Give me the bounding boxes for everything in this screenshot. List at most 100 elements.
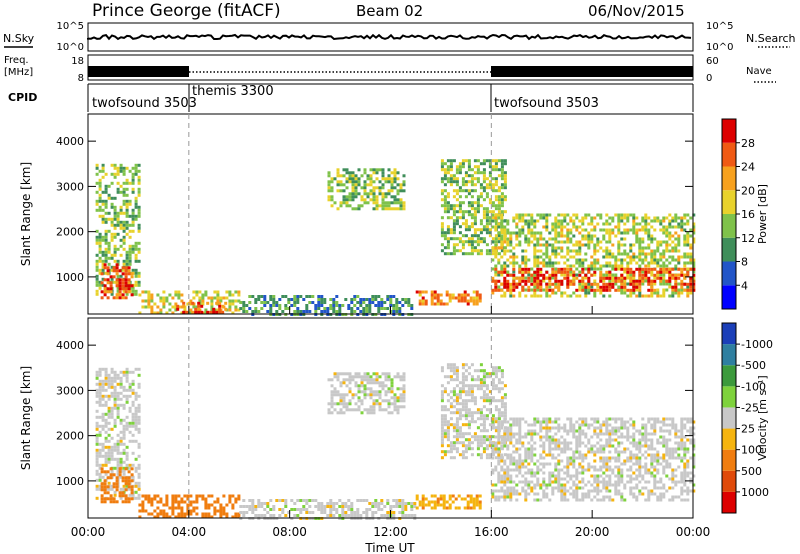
data-cell-8	[539, 237, 543, 241]
data-cell-8	[608, 252, 612, 256]
data-cell-0	[128, 439, 132, 443]
data-cell-2	[189, 494, 193, 498]
data-cell-6	[458, 411, 462, 415]
sky-panel-frame	[87, 22, 694, 52]
data-cell-9	[671, 276, 675, 280]
data-cell-8	[689, 243, 693, 247]
data-cell-4	[336, 393, 340, 397]
data-cell-0	[119, 439, 123, 443]
data-cell-8	[569, 228, 573, 232]
data-cell-7	[602, 465, 606, 469]
data-cell-8	[554, 267, 558, 271]
data-cell-6	[497, 366, 501, 370]
data-cell-6	[500, 411, 504, 415]
data-cell-8	[554, 225, 558, 229]
data-cell-5	[421, 503, 425, 507]
data-cell-7	[494, 162, 498, 166]
data-cell-7	[530, 432, 534, 436]
data-cell-4	[372, 402, 376, 406]
data-cell-0	[131, 208, 135, 212]
data-cell-1	[106, 497, 110, 501]
data-cell-0	[116, 406, 120, 410]
data-cell-4	[390, 396, 394, 400]
data-cell-7	[515, 474, 519, 478]
data-cell-8	[572, 219, 576, 223]
data-cell-8	[674, 291, 678, 295]
data-cell-3	[338, 505, 342, 508]
data-cell-3	[305, 502, 309, 505]
data-cell-0	[128, 169, 132, 173]
data-cell-6	[446, 375, 450, 379]
data-cell-8	[494, 216, 498, 220]
data-cell-7	[605, 480, 609, 484]
data-cell-8	[515, 225, 519, 229]
data-cell-8	[656, 294, 660, 298]
data-cell-5	[375, 201, 379, 205]
data-cell-8	[518, 264, 522, 268]
data-cell-7	[479, 195, 483, 199]
data-cell-6	[461, 441, 465, 445]
data-cell-1	[130, 284, 134, 288]
data-cell-7	[458, 171, 462, 175]
data-cell-8	[506, 237, 510, 241]
data-cell-8	[506, 240, 510, 244]
data-cell-8	[635, 237, 639, 241]
data-cell-6	[494, 417, 498, 421]
data-cell-5	[381, 201, 385, 205]
data-cell-0	[98, 178, 102, 182]
data-cell-3	[290, 499, 294, 502]
data-cell-9	[680, 270, 684, 274]
data-cell-7	[524, 420, 528, 424]
colorbar-swatch-4	[722, 190, 736, 214]
data-cell-7	[530, 444, 534, 448]
data-cell-4	[407, 298, 411, 301]
data-cell-0	[110, 436, 114, 440]
data-cell-6	[455, 438, 459, 442]
data-cell-9	[659, 279, 663, 283]
data-cell-8	[536, 219, 540, 223]
data-cell-0	[110, 235, 114, 239]
data-cell-8	[497, 225, 501, 229]
data-cell-3	[191, 301, 195, 305]
data-cell-7	[509, 474, 513, 478]
data-cell-5	[393, 177, 397, 181]
data-cell-8	[509, 234, 513, 238]
data-cell-6	[479, 444, 483, 448]
data-cell-8	[650, 252, 654, 256]
data-cell-7	[506, 456, 510, 460]
data-cell-7	[518, 456, 522, 460]
data-cell-3	[350, 508, 354, 511]
data-cell-6	[482, 378, 486, 382]
data-cell-9	[641, 279, 645, 283]
data-cell-0	[137, 205, 141, 209]
data-cell-3	[293, 508, 297, 511]
data-cell-6	[446, 444, 450, 448]
data-cell-5	[475, 497, 479, 501]
data-cell-2	[189, 311, 193, 315]
data-cell-7	[500, 162, 504, 166]
data-cell-8	[599, 216, 603, 220]
data-cell-8	[503, 294, 507, 298]
data-cell-0	[122, 220, 126, 224]
data-cell-4	[339, 393, 343, 397]
data-cell-4	[354, 381, 358, 385]
data-cell-4	[272, 295, 276, 298]
data-cell-8	[683, 237, 687, 241]
data-cell-8	[500, 264, 504, 268]
data-cell-0	[134, 409, 138, 413]
data-cell-7	[596, 483, 600, 487]
data-cell-2	[237, 497, 241, 501]
data-cell-5	[424, 503, 428, 507]
data-cell-4	[368, 304, 372, 307]
data-cell-9	[575, 276, 579, 280]
data-cell-0	[116, 274, 120, 278]
data-cell-5	[472, 497, 476, 501]
data-cell-6	[458, 381, 462, 385]
data-cell-3	[368, 508, 372, 511]
data-cell-3	[362, 499, 366, 502]
data-cell-0	[101, 397, 105, 401]
data-cell-7	[542, 489, 546, 493]
data-cell-7	[452, 180, 456, 184]
data-cell-4	[348, 387, 352, 391]
data-cell-7	[614, 456, 618, 460]
